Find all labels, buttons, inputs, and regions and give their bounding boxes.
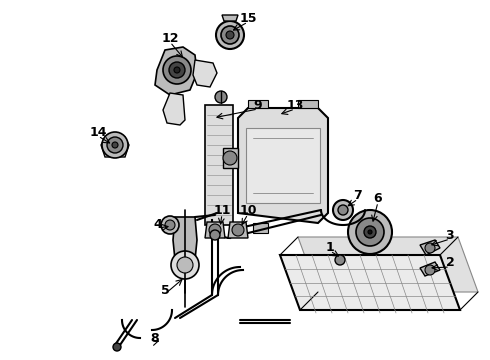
Text: 10: 10 — [239, 203, 257, 216]
Circle shape — [425, 243, 435, 253]
Polygon shape — [222, 15, 238, 21]
Circle shape — [425, 265, 435, 275]
Polygon shape — [280, 255, 460, 310]
Circle shape — [338, 205, 348, 215]
Circle shape — [174, 67, 180, 73]
Circle shape — [171, 251, 199, 279]
Text: 6: 6 — [374, 192, 382, 204]
Text: 4: 4 — [154, 217, 162, 230]
Circle shape — [163, 56, 191, 84]
Circle shape — [165, 220, 175, 230]
Polygon shape — [163, 93, 185, 125]
Polygon shape — [420, 262, 440, 276]
Polygon shape — [173, 217, 197, 260]
Text: 15: 15 — [239, 12, 257, 24]
Text: 12: 12 — [161, 32, 179, 45]
Polygon shape — [420, 240, 440, 255]
Polygon shape — [205, 222, 225, 238]
Circle shape — [223, 151, 237, 165]
Text: 2: 2 — [445, 256, 454, 270]
Circle shape — [335, 255, 345, 265]
Polygon shape — [228, 222, 248, 238]
Circle shape — [161, 216, 179, 234]
Polygon shape — [298, 100, 318, 108]
Circle shape — [216, 21, 244, 49]
Circle shape — [102, 132, 128, 158]
Text: 3: 3 — [446, 229, 454, 242]
Circle shape — [169, 62, 185, 78]
Text: 9: 9 — [254, 99, 262, 112]
Circle shape — [112, 142, 118, 148]
Text: 14: 14 — [89, 126, 107, 139]
Circle shape — [348, 210, 392, 254]
Circle shape — [356, 218, 384, 246]
Circle shape — [177, 257, 193, 273]
Circle shape — [113, 343, 121, 351]
Polygon shape — [155, 47, 197, 95]
Circle shape — [221, 26, 239, 44]
Circle shape — [107, 137, 123, 153]
Text: 5: 5 — [161, 284, 170, 297]
Text: 1: 1 — [326, 240, 334, 253]
Text: 7: 7 — [354, 189, 363, 202]
Polygon shape — [238, 108, 328, 223]
Text: 11: 11 — [213, 203, 231, 216]
Text: 8: 8 — [151, 332, 159, 345]
Circle shape — [364, 226, 376, 238]
Polygon shape — [253, 223, 268, 233]
Polygon shape — [101, 137, 129, 157]
Circle shape — [210, 230, 220, 240]
Polygon shape — [193, 60, 217, 87]
Polygon shape — [246, 128, 320, 203]
Polygon shape — [205, 105, 233, 225]
Circle shape — [226, 31, 234, 39]
Polygon shape — [248, 100, 268, 108]
Circle shape — [368, 230, 372, 234]
Circle shape — [232, 224, 244, 236]
Circle shape — [209, 224, 221, 236]
Text: 13: 13 — [286, 99, 304, 112]
Polygon shape — [223, 148, 238, 168]
Polygon shape — [298, 237, 478, 292]
Circle shape — [333, 200, 353, 220]
Circle shape — [215, 91, 227, 103]
